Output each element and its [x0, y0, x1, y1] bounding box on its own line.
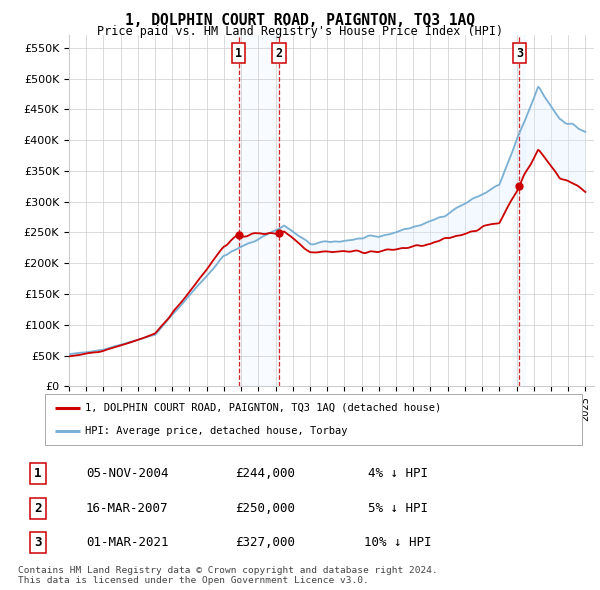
Text: 16-MAR-2007: 16-MAR-2007 — [86, 502, 169, 514]
Text: 4% ↓ HPI: 4% ↓ HPI — [368, 467, 428, 480]
Text: 01-MAR-2021: 01-MAR-2021 — [86, 536, 169, 549]
Text: 10% ↓ HPI: 10% ↓ HPI — [364, 536, 431, 549]
Text: 1: 1 — [34, 467, 41, 480]
Text: 1, DOLPHIN COURT ROAD, PAIGNTON, TQ3 1AQ (detached house): 1, DOLPHIN COURT ROAD, PAIGNTON, TQ3 1AQ… — [85, 402, 442, 412]
Bar — [239, 35, 279, 386]
Text: 1: 1 — [235, 47, 242, 60]
Text: 05-NOV-2004: 05-NOV-2004 — [86, 467, 169, 480]
Text: 3: 3 — [34, 536, 41, 549]
Text: 2: 2 — [275, 47, 283, 60]
Text: 3: 3 — [516, 47, 523, 60]
Text: 1, DOLPHIN COURT ROAD, PAIGNTON, TQ3 1AQ: 1, DOLPHIN COURT ROAD, PAIGNTON, TQ3 1AQ — [125, 13, 475, 28]
Text: £327,000: £327,000 — [235, 536, 295, 549]
Text: 5% ↓ HPI: 5% ↓ HPI — [368, 502, 428, 514]
Text: £250,000: £250,000 — [235, 502, 295, 514]
Text: Contains HM Land Registry data © Crown copyright and database right 2024.
This d: Contains HM Land Registry data © Crown c… — [18, 566, 438, 585]
Text: HPI: Average price, detached house, Torbay: HPI: Average price, detached house, Torb… — [85, 427, 348, 437]
Text: 2: 2 — [34, 502, 41, 514]
Bar — [514, 35, 524, 386]
Text: £244,000: £244,000 — [235, 467, 295, 480]
Text: Price paid vs. HM Land Registry's House Price Index (HPI): Price paid vs. HM Land Registry's House … — [97, 25, 503, 38]
